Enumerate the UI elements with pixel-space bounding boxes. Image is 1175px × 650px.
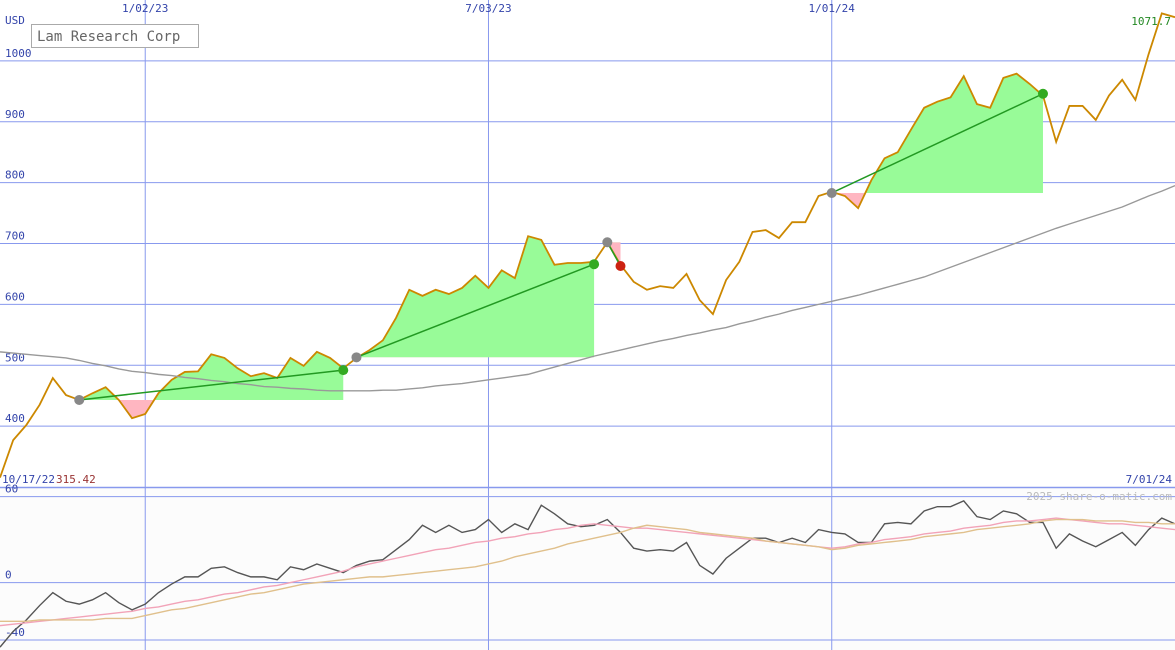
trade-exit xyxy=(589,259,600,270)
y-tick-label: 800 xyxy=(5,169,25,182)
last-price-label: 1071.7 xyxy=(1131,15,1171,28)
y-tick-label: 600 xyxy=(5,290,25,303)
series-line xyxy=(0,12,1175,478)
trade-area xyxy=(831,192,1043,209)
x-start-label: 10/17/22 xyxy=(2,473,55,486)
y-tick-label: 400 xyxy=(5,412,25,425)
trade-exit xyxy=(615,261,626,272)
y-axis-label: USD xyxy=(5,14,25,27)
trade-entry xyxy=(351,352,362,363)
trade-exit xyxy=(1037,88,1048,99)
x-tick-label: 7/03/23 xyxy=(465,2,511,15)
series-line xyxy=(0,518,1175,623)
y-tick-label: 900 xyxy=(5,108,25,121)
title-box xyxy=(31,24,199,48)
series-line xyxy=(0,185,1175,392)
first-price-label: 315.42 xyxy=(56,473,96,486)
series-line xyxy=(0,517,1175,627)
x-tick-label: 1/02/23 xyxy=(122,2,168,15)
y-tick-label: 700 xyxy=(5,230,25,243)
series-line xyxy=(0,500,1175,648)
y-tick-label: 500 xyxy=(5,351,25,364)
oscillator-panel xyxy=(0,488,1175,650)
x-end-label: 7/01/24 xyxy=(1126,473,1173,486)
y-tick-label: 60 xyxy=(5,483,18,496)
watermark: 2025 share-o-matic.com xyxy=(1026,490,1172,503)
trade-area xyxy=(356,236,595,358)
trade-area xyxy=(831,73,1043,193)
y-tick-label: 0 xyxy=(5,569,12,582)
trade-line xyxy=(79,369,344,401)
trade-entry xyxy=(74,394,85,405)
trade-area xyxy=(79,351,344,400)
chart-title: Lam Research Corp xyxy=(37,29,180,45)
y-tick-label: 1000 xyxy=(5,47,32,60)
trade-entry xyxy=(826,187,837,198)
trade-line xyxy=(356,263,595,359)
trade-entry xyxy=(602,237,613,248)
x-tick-label: 1/01/24 xyxy=(809,2,856,15)
trade-line xyxy=(831,93,1044,194)
trade-exit xyxy=(338,365,349,376)
